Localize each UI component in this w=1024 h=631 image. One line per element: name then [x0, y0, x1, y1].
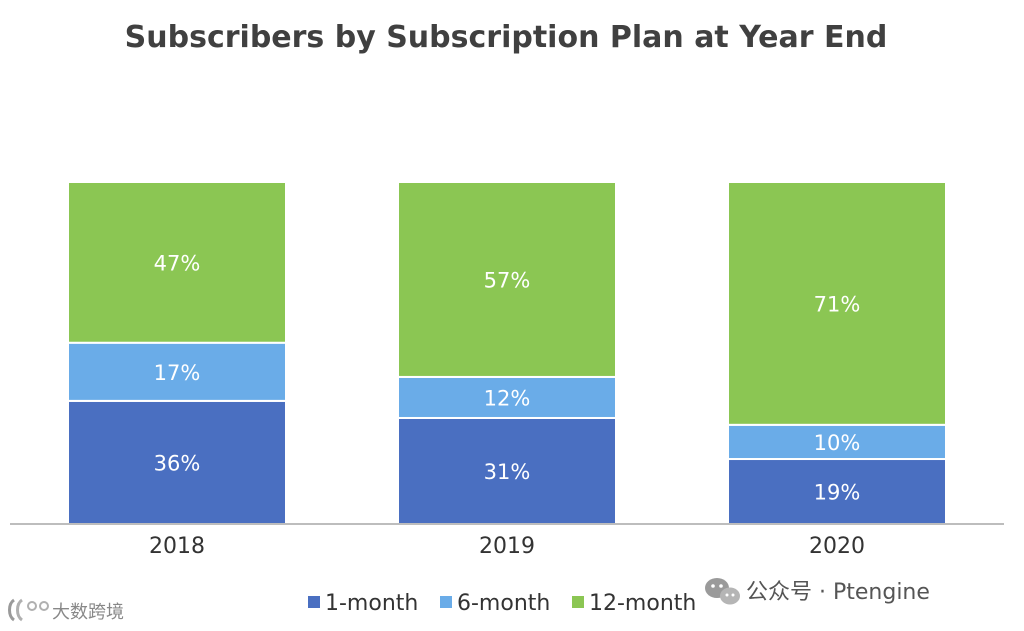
bar-2019-1-month: [397, 416, 617, 526]
bar-2020-12-month: [727, 181, 947, 426]
legend-label-12-month: 12-month: [589, 591, 696, 616]
brand-logo-icon: [8, 598, 49, 622]
watermark-left-text: 大数跨境: [52, 602, 124, 623]
data-label-2019-1-month: 31%: [484, 460, 531, 484]
bar-2018-6-month: [67, 341, 287, 402]
data-label-2019-12-month: 57%: [484, 268, 531, 292]
data-label-2020-1-month: 19%: [814, 481, 861, 505]
legend-label-1-month: 1-month: [325, 591, 418, 616]
legend-swatch-1-month: [308, 596, 320, 608]
x-tick-label-2020: 2020: [809, 534, 865, 559]
watermark-right-text: 公众号 · Ptengine: [746, 580, 930, 605]
bars-layer: [67, 181, 947, 526]
x-tick-label-2019: 2019: [479, 534, 535, 559]
data-label-2020-12-month: 71%: [814, 292, 861, 316]
legend-label-6-month: 6-month: [457, 591, 550, 616]
legend-swatch-6-month: [440, 596, 452, 608]
x-tick-labels: 2018 2019 2020: [149, 534, 865, 559]
wechat-icon: [705, 578, 740, 605]
bar-2018-12-month: [67, 181, 287, 344]
data-label-2018-6-month: 17%: [154, 361, 201, 385]
data-label-2018-12-month: 47%: [154, 251, 201, 275]
bar-2019-12-month: [397, 181, 617, 378]
watermark-left: 大数跨境: [8, 598, 124, 623]
bar-2019-6-month: [397, 375, 617, 419]
data-labels-layer: 36% 17% 47% 31% 12% 57% 19% 10% 71%: [154, 251, 861, 504]
data-label-2018-1-month: 36%: [154, 451, 201, 475]
data-label-2020-6-month: 10%: [814, 431, 861, 455]
watermark-right: 公众号 · Ptengine: [705, 578, 930, 605]
x-tick-label-2018: 2018: [149, 534, 205, 559]
data-label-2019-6-month: 12%: [484, 386, 531, 410]
chart-title: Subscribers by Subscription Plan at Year…: [125, 20, 888, 55]
bar-2020-6-month: [727, 423, 947, 461]
bar-2018-1-month: [67, 399, 287, 526]
legend-swatch-12-month: [572, 596, 584, 608]
legend: 1-month 6-month 12-month: [308, 591, 696, 616]
